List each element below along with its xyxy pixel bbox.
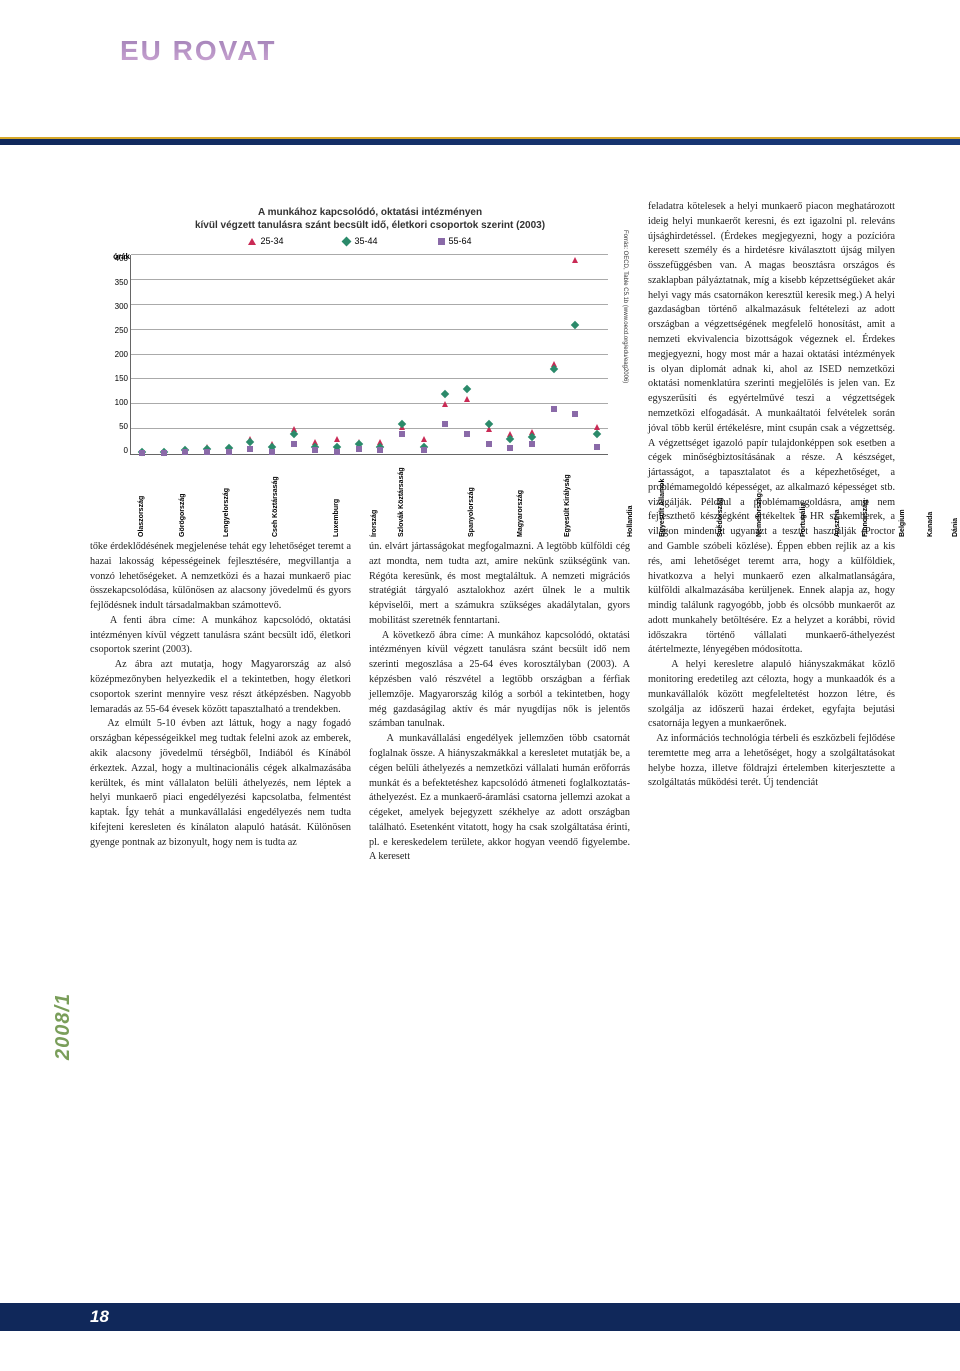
page-number-band: 18 (0, 1303, 960, 1331)
chart-source-note: Forrás: OECD, Table C5.1b (www.oecd.org/… (622, 230, 628, 383)
y-axis: 400350300250200150100500 (94, 255, 130, 455)
header-stripe (0, 137, 960, 145)
content-area: A munkához kapcsolódó, oktatási intézmén… (0, 145, 960, 865)
section-header: EU ROVAT (120, 35, 277, 67)
legend-label: 35-44 (354, 236, 377, 246)
page: EU ROVAT A munkához kapcsolódó, oktatási… (0, 0, 960, 1371)
chart-legend: 25-34 35-44 55-64 (94, 236, 626, 246)
legend-label: 25-34 (260, 236, 283, 246)
legend-label: 55-64 (449, 236, 472, 246)
body-col-1: tőke érdeklődésének megjelenése tehát eg… (90, 540, 351, 865)
chart-box: A munkához kapcsolódó, oktatási intézmén… (90, 200, 630, 510)
plot-wrap: 400350300250200150100500 (94, 255, 626, 455)
page-number: 18 (90, 1307, 109, 1327)
issue-vertical-label: 2008/1 (52, 993, 75, 1060)
body-col-2: ún. elvárt jártasságokat megfogalmazni. … (369, 540, 630, 865)
legend-item-25-34: 25-34 (248, 236, 283, 246)
text-columns-below-chart: tőke érdeklődésének megjelenése tehát eg… (90, 540, 630, 865)
legend-item-55-64: 55-64 (438, 236, 472, 246)
x-axis: OlaszországGörögországLengyelországCseh … (130, 455, 608, 505)
left-block: A munkához kapcsolódó, oktatási intézmén… (90, 200, 630, 865)
header-band: EU ROVAT (0, 0, 960, 145)
chart-title: A munkához kapcsolódó, oktatási intézmén… (154, 206, 586, 232)
chart-title-line1: A munkához kapcsolódó, oktatási intézmén… (258, 207, 482, 218)
legend-item-35-44: 35-44 (343, 236, 377, 246)
chart-title-line2: kívül végzett tanulásra szánt becsült id… (195, 220, 545, 231)
plot-area (130, 255, 608, 455)
